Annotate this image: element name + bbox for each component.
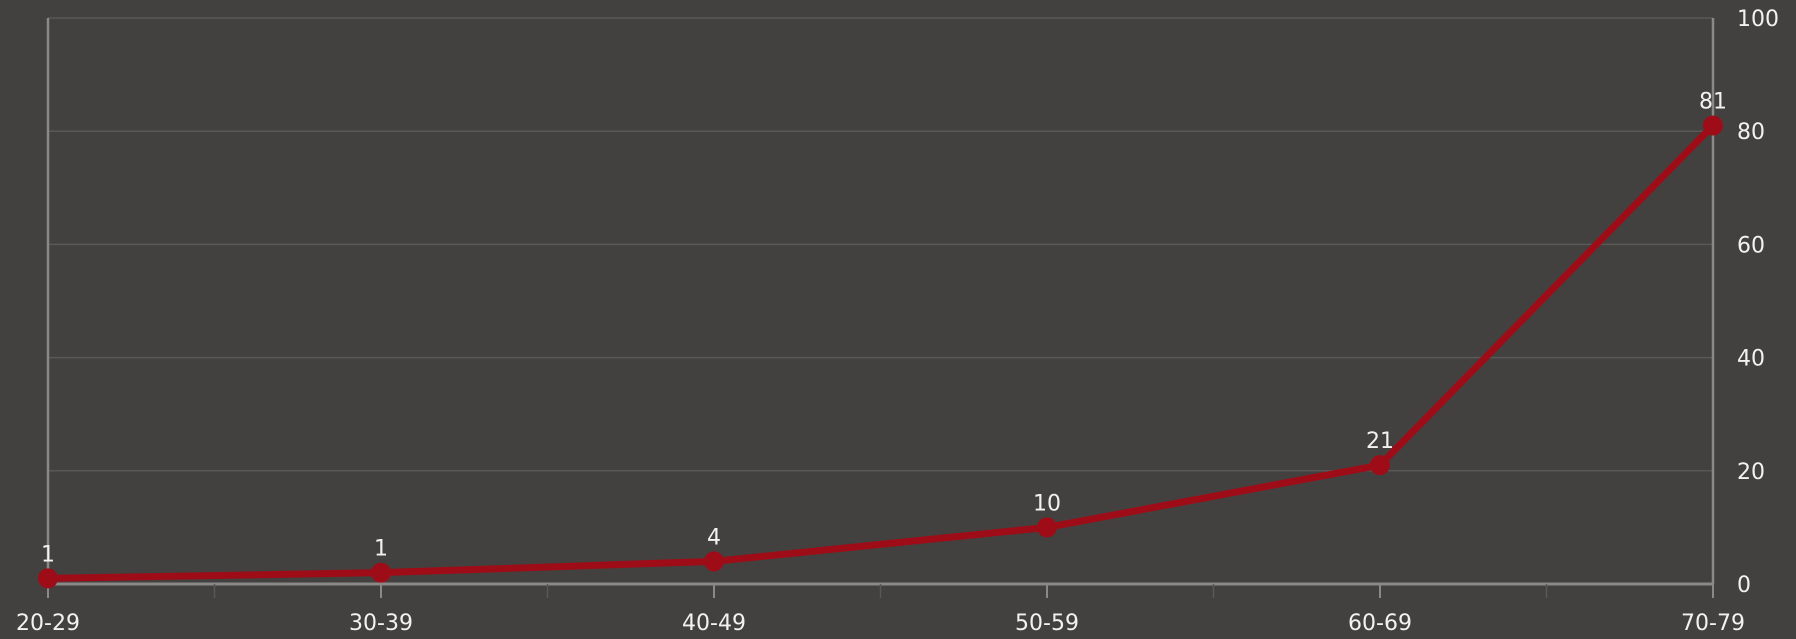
data-label: 1 <box>374 537 388 562</box>
y-axis-ticks: 0 20 40 60 80 100 <box>1737 7 1779 598</box>
x-axis-ticks: 20-29 30-39 40-49 50-59 60-69 70-79 <box>16 584 1745 636</box>
data-point <box>1037 517 1057 538</box>
data-label: 1 <box>41 542 55 567</box>
x-tick-label: 30-39 <box>349 611 413 635</box>
y-tick-label: 100 <box>1737 7 1779 32</box>
y-tick-label: 20 <box>1737 460 1765 485</box>
data-label: 81 <box>1699 90 1727 115</box>
x-tick-label: 70-79 <box>1681 611 1745 635</box>
x-tick-label: 60-69 <box>1348 611 1412 635</box>
data-label: 21 <box>1366 429 1394 454</box>
axes <box>46 18 1715 586</box>
data-label: 4 <box>707 525 721 550</box>
data-point <box>371 562 391 583</box>
data-labels: 1 1 4 10 21 81 <box>41 90 1727 568</box>
x-tick-label: 50-59 <box>1015 611 1079 635</box>
series-line <box>44 122 1717 582</box>
data-point <box>38 568 58 589</box>
data-point <box>704 551 724 572</box>
data-point <box>1370 455 1390 476</box>
y-tick-label: 40 <box>1737 347 1765 372</box>
y-tick-label: 0 <box>1737 573 1751 598</box>
data-label: 10 <box>1033 491 1061 516</box>
x-tick-label: 20-29 <box>16 611 80 635</box>
data-point <box>1703 115 1723 136</box>
gridlines <box>48 17 1713 472</box>
series-line <box>44 122 1717 582</box>
data-points <box>38 115 1723 589</box>
y-tick-label: 80 <box>1737 120 1765 145</box>
y-tick-label: 60 <box>1737 233 1765 258</box>
x-tick-label: 40-49 <box>682 611 746 635</box>
